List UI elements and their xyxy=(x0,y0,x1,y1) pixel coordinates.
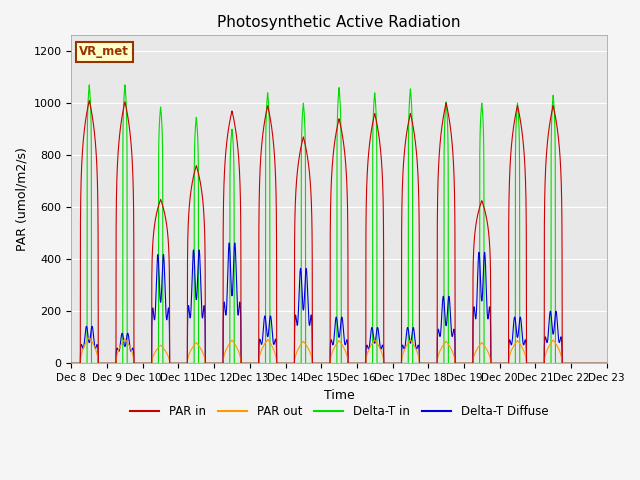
Title: Photosynthetic Active Radiation: Photosynthetic Active Radiation xyxy=(218,15,461,30)
Y-axis label: PAR (umol/m2/s): PAR (umol/m2/s) xyxy=(15,147,28,252)
X-axis label: Time: Time xyxy=(324,389,355,402)
Text: VR_met: VR_met xyxy=(79,45,129,58)
Legend: PAR in, PAR out, Delta-T in, Delta-T Diffuse: PAR in, PAR out, Delta-T in, Delta-T Dif… xyxy=(125,401,553,423)
